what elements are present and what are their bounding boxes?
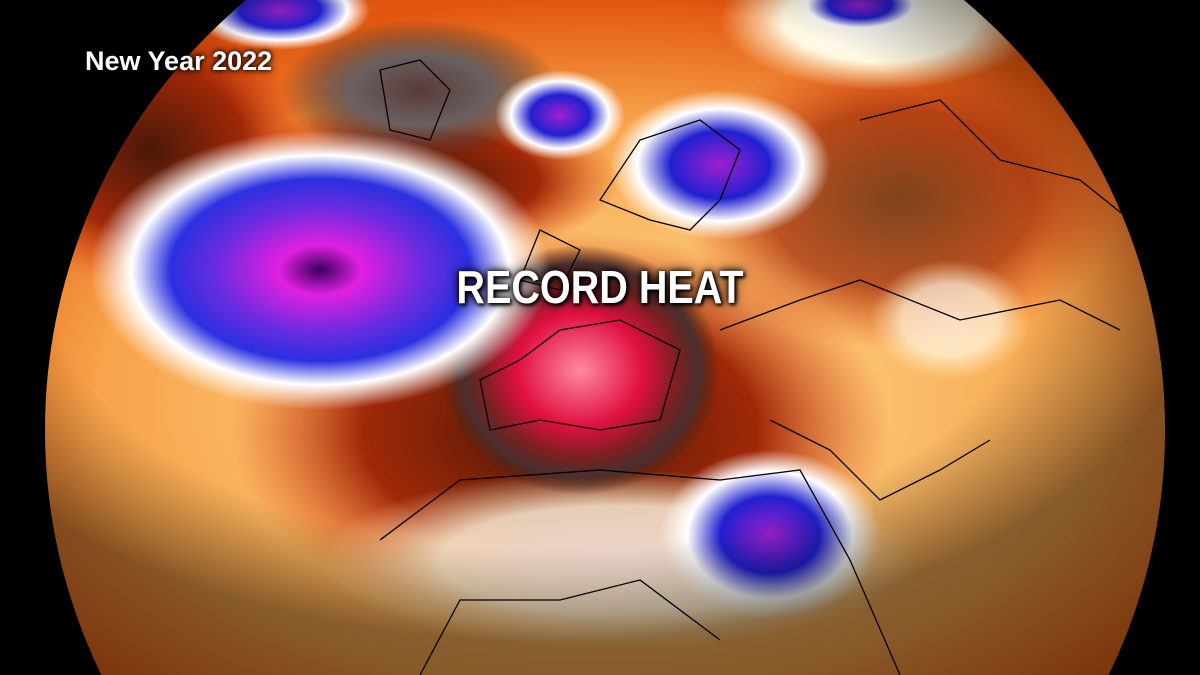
map-annotation: RECORD HEAT <box>456 261 744 313</box>
map-label: New Year 2022 <box>85 46 273 76</box>
